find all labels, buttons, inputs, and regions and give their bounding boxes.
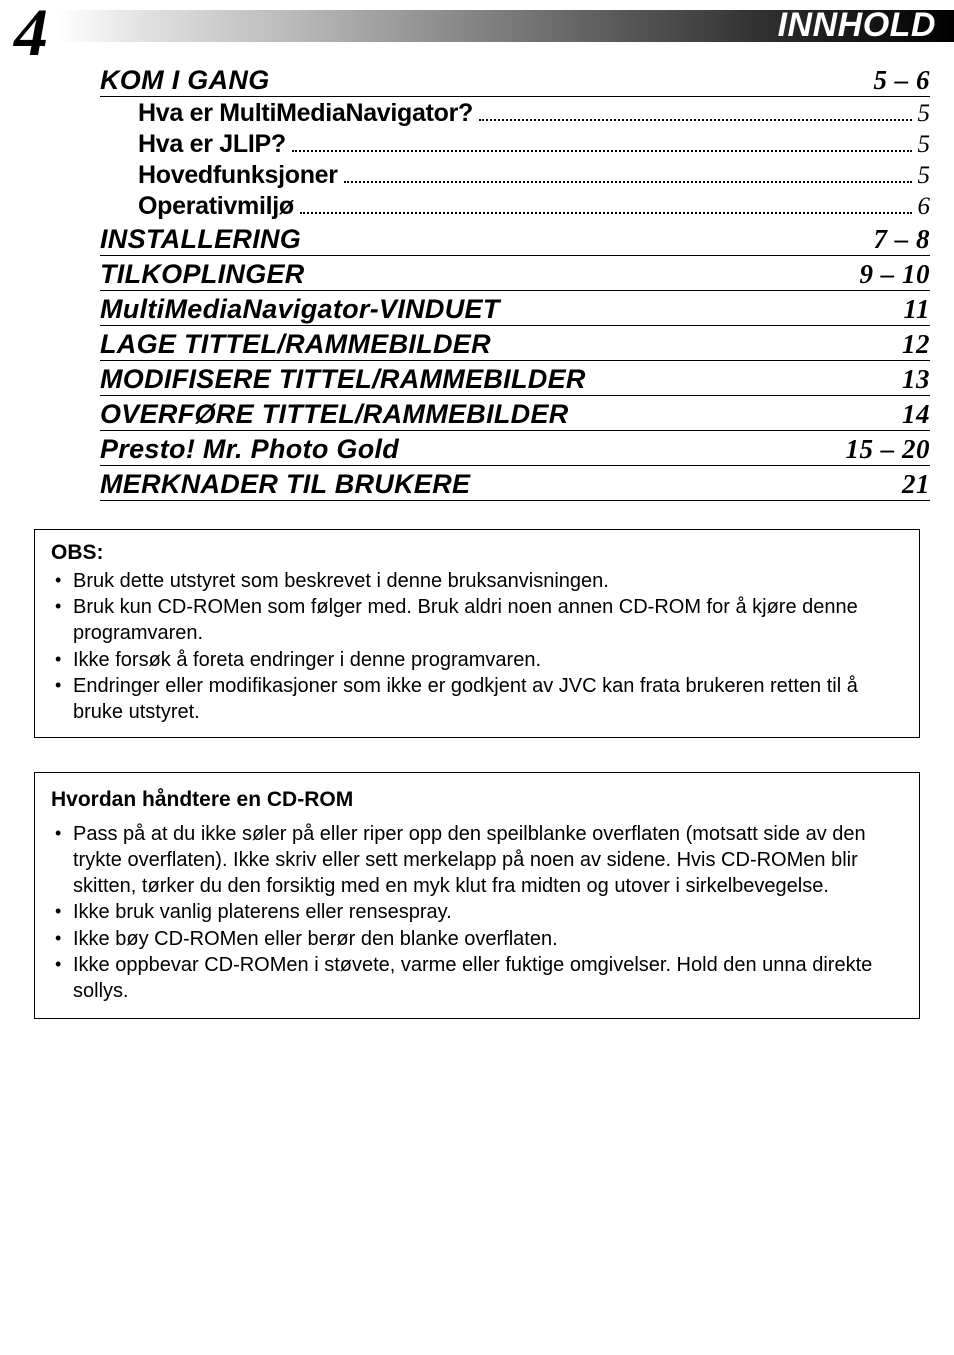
toc-page: 9 – 10: [850, 259, 931, 290]
cdrom-box: Hvordan håndtere en CD-ROM Pass på at du…: [34, 772, 920, 1019]
toc-title: KOM I GANG: [100, 65, 270, 96]
toc-title: MERKNADER TIL BRUKERE: [100, 469, 470, 500]
cdrom-item: Ikke bøy CD-ROMen eller berør den blanke…: [71, 927, 903, 953]
obs-heading: OBS:: [51, 540, 903, 567]
toc-sub-title: Hovedfunksjoner: [138, 161, 338, 190]
toc-sub-row: Hovedfunksjoner 5: [100, 161, 930, 190]
page: 4 INNHOLD KOM I GANG 5 – 6 Hva er MultiM…: [0, 0, 954, 1355]
cdrom-item: Ikke oppbevar CD-ROMen i støvete, varme …: [71, 953, 903, 1004]
cdrom-item: Pass på at du ikke søler på eller riper …: [71, 822, 903, 899]
toc-title: INSTALLERING: [100, 224, 301, 255]
toc-sub-page: 5: [918, 131, 931, 159]
toc-row: Presto! Mr. Photo Gold 15 – 20: [100, 431, 930, 466]
toc-sub-row: Hva er MultiMediaNavigator? 5: [100, 99, 930, 128]
toc-title: TILKOPLINGER: [100, 259, 305, 290]
toc-title: MultiMediaNavigator-VINDUET: [100, 294, 500, 325]
toc-row: MODIFISERE TITTEL/RAMMEBILDER 13: [100, 361, 930, 396]
page-number: 4: [0, 0, 48, 66]
obs-item: Ikke forsøk å foreta endringer i denne p…: [71, 648, 903, 674]
leader-dots: [300, 211, 912, 214]
toc-row: INSTALLERING 7 – 8: [100, 221, 930, 256]
toc-sub-row: Hva er JLIP? 5: [100, 130, 930, 159]
toc-page: 21: [892, 469, 930, 500]
toc-page: 13: [892, 364, 930, 395]
toc-title: Presto! Mr. Photo Gold: [100, 434, 399, 465]
toc-sub-title: Operativmiljø: [138, 192, 294, 221]
toc-sub-title: Hva er MultiMediaNavigator?: [138, 99, 473, 128]
obs-list: Bruk dette utstyret som beskrevet i denn…: [51, 569, 903, 726]
toc-sub-row: Operativmiljø 6: [100, 192, 930, 221]
toc-row: TILKOPLINGER 9 – 10: [100, 256, 930, 291]
cdrom-list: Pass på at du ikke søler på eller riper …: [51, 822, 903, 1004]
leader-dots: [292, 149, 912, 152]
toc-sub-page: 5: [918, 162, 931, 190]
obs-box: OBS: Bruk dette utstyret som beskrevet i…: [34, 529, 920, 738]
toc-page: 12: [892, 329, 930, 360]
toc-row: MultiMediaNavigator-VINDUET 11: [100, 291, 930, 326]
toc-row: MERKNADER TIL BRUKERE 21: [100, 466, 930, 501]
toc-title: MODIFISERE TITTEL/RAMMEBILDER: [100, 364, 586, 395]
toc-page: 15 – 20: [836, 434, 931, 465]
toc-sub-title: Hva er JLIP?: [138, 130, 286, 159]
obs-item: Endringer eller modifikasjoner som ikke …: [71, 674, 903, 725]
toc-page: 5 – 6: [864, 65, 931, 96]
header-label: INNHOLD: [778, 6, 936, 45]
table-of-contents: KOM I GANG 5 – 6 Hva er MultiMediaNaviga…: [0, 52, 954, 501]
toc-row: LAGE TITTEL/RAMMEBILDER 12: [100, 326, 930, 361]
obs-item: Bruk dette utstyret som beskrevet i denn…: [71, 569, 903, 595]
toc-title: OVERFØRE TITTEL/RAMMEBILDER: [100, 399, 569, 430]
toc-title: LAGE TITTEL/RAMMEBILDER: [100, 329, 491, 360]
toc-page: 11: [893, 294, 930, 325]
toc-sub-page: 6: [918, 193, 931, 221]
toc-page: 14: [892, 399, 930, 430]
toc-row: OVERFØRE TITTEL/RAMMEBILDER 14: [100, 396, 930, 431]
header-gradient: INNHOLD: [58, 10, 954, 42]
leader-dots: [479, 118, 911, 121]
toc-row: KOM I GANG 5 – 6: [100, 62, 930, 97]
cdrom-item: Ikke bruk vanlig platerens eller rensesp…: [71, 900, 903, 926]
cdrom-heading: Hvordan håndtere en CD-ROM: [51, 787, 903, 814]
obs-item: Bruk kun CD-ROMen som følger med. Bruk a…: [71, 595, 903, 646]
toc-page: 7 – 8: [864, 224, 931, 255]
header-bar: 4 INNHOLD: [0, 0, 954, 52]
toc-sub-page: 5: [918, 100, 931, 128]
leader-dots: [344, 180, 912, 183]
